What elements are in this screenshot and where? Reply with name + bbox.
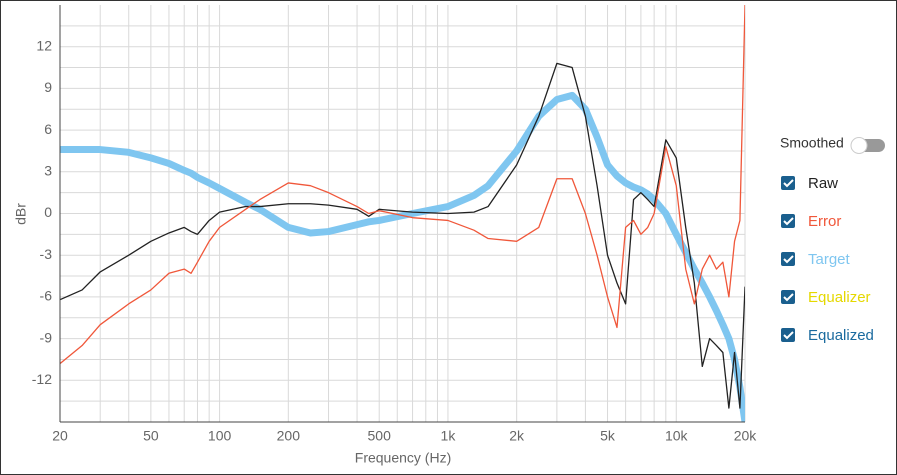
y-tick-label: 0 xyxy=(44,204,52,220)
y-axis-label: dBr xyxy=(13,203,29,225)
legend-label: Equalizer xyxy=(808,289,871,306)
legend-checkbox[interactable] xyxy=(781,214,795,228)
legend-checkbox[interactable] xyxy=(781,176,795,190)
x-tick-label: 10k xyxy=(665,428,689,444)
x-axis-label: Frequency (Hz) xyxy=(355,450,451,466)
legend-label: Error xyxy=(808,213,841,230)
legend-item[interactable]: Raw xyxy=(781,175,838,192)
x-tick-label: 50 xyxy=(143,428,159,444)
x-tick-label: 2k xyxy=(509,428,525,444)
x-tick-label: 200 xyxy=(277,428,301,444)
check-mark xyxy=(783,179,794,188)
plot-lines xyxy=(60,5,745,422)
y-tick-label: -12 xyxy=(32,371,52,387)
legend-checkbox[interactable] xyxy=(781,252,795,266)
smoothed-toggle[interactable]: Smoothed xyxy=(780,135,885,154)
legend-checkbox[interactable] xyxy=(781,328,795,342)
legend-item[interactable]: Equalizer xyxy=(781,289,871,306)
x-tick-label: 20 xyxy=(52,428,68,444)
y-tick-label: 6 xyxy=(44,121,52,137)
legend-label: Raw xyxy=(808,175,838,192)
y-tick-label: -3 xyxy=(40,246,53,262)
y-tick-label: 3 xyxy=(44,163,52,179)
x-tick-label: 5k xyxy=(600,428,616,444)
legend-item[interactable]: Error xyxy=(781,213,841,230)
toggle-label: Smoothed xyxy=(780,135,844,151)
series-line xyxy=(60,91,745,422)
series-line xyxy=(60,5,745,365)
y-tick-label: 12 xyxy=(36,37,52,53)
legend-checkbox[interactable] xyxy=(781,290,795,304)
legend: Raw Error Target Equalizer Equalized xyxy=(781,175,874,344)
toggle-knob[interactable] xyxy=(850,137,868,154)
x-tick-label: 20k xyxy=(734,428,758,444)
x-tick-label: 500 xyxy=(368,428,392,444)
check-mark xyxy=(783,293,794,302)
x-tick-label: 1k xyxy=(441,428,457,444)
y-tick-label: -9 xyxy=(40,329,53,345)
legend-label: Target xyxy=(808,251,851,268)
y-tick-label: -6 xyxy=(40,288,53,304)
legend-label: Equalized xyxy=(808,327,874,344)
check-mark xyxy=(783,217,794,226)
legend-item[interactable]: Equalized xyxy=(781,327,874,344)
legend-item[interactable]: Target xyxy=(781,251,851,268)
x-tick-label: 100 xyxy=(208,428,232,444)
y-tick-label: 9 xyxy=(44,79,52,95)
check-mark xyxy=(783,331,794,340)
check-mark xyxy=(783,255,794,264)
